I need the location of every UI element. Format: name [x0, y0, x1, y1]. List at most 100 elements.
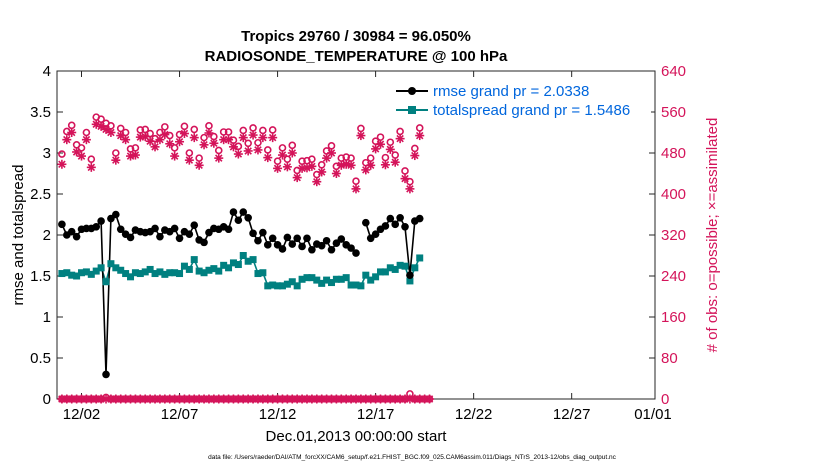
assimilated-obs-point	[111, 155, 121, 165]
rmse-point	[288, 240, 297, 248]
assimilated-obs-point	[106, 128, 116, 137]
x-tick-label: 12/22	[455, 406, 493, 423]
assimilated-obs-point	[248, 130, 258, 140]
asterisk-stroke	[112, 156, 120, 164]
possible-obs-point	[288, 141, 297, 150]
asterisk-stroke	[406, 185, 414, 193]
rmse-point	[283, 233, 292, 242]
rmse-point	[406, 271, 414, 279]
rmse-point	[249, 229, 257, 238]
assimilated-obs-point	[268, 133, 278, 143]
assimilated-obs-point	[121, 135, 131, 145]
possible-obs-point	[161, 123, 169, 131]
y2-tick-label: 160	[661, 309, 686, 326]
assimilated-obs-point	[165, 139, 175, 149]
assimilated-obs-point	[376, 139, 386, 149]
assimilated-obs-point	[126, 151, 136, 161]
spread-point	[68, 271, 76, 279]
rmse-point	[391, 220, 400, 229]
asterisk-stroke	[239, 133, 248, 142]
asterisk-stroke	[161, 130, 169, 139]
asterisk-stroke	[425, 395, 434, 403]
spread-point	[87, 270, 95, 278]
spread-point	[127, 273, 135, 281]
spread-point	[190, 256, 198, 264]
asterisk-stroke	[273, 164, 282, 173]
assimilated-obs-point	[209, 138, 219, 148]
asterisk-stroke	[185, 156, 194, 164]
possible-obs-point	[77, 144, 86, 152]
assimilated-obs-point	[160, 130, 170, 140]
spread-point	[171, 269, 179, 277]
spread-point	[180, 262, 188, 270]
asterisk-stroke	[234, 150, 243, 158]
asterisk-stroke	[347, 161, 355, 170]
y-tick-label: 1	[43, 309, 51, 326]
rmse-point	[396, 213, 404, 222]
spread-point	[411, 264, 419, 272]
y-tick-label: 3	[43, 145, 51, 162]
spread-point	[239, 252, 247, 259]
asterisk-stroke	[352, 185, 360, 193]
asterisk-stroke	[215, 154, 223, 162]
y-tick-label: 1.5	[30, 268, 51, 285]
assimilated-obs-point	[57, 159, 67, 169]
rmse-point	[239, 208, 248, 216]
asterisk-stroke	[102, 125, 110, 134]
asterisk-stroke	[165, 140, 174, 148]
data-marks	[57, 113, 435, 404]
spread-point	[381, 268, 389, 276]
asterisk-stroke	[180, 129, 189, 138]
x-axis-label: Dec.01,2013 00:00:00 start	[266, 428, 448, 445]
assimilated-obs-point	[263, 153, 273, 163]
asterisk-stroke	[82, 135, 91, 144]
rmse-point	[259, 228, 267, 237]
legend: rmse grand pr = 2.0338 totalspread grand…	[391, 78, 651, 122]
spread-point	[249, 256, 257, 264]
spread-point	[205, 266, 213, 274]
rmse-point	[92, 223, 101, 231]
assimilated-obs-point	[170, 151, 180, 161]
footnote: data file: /Users/raeder/DAI/ATM_forcXX/…	[208, 454, 617, 461]
asterisk-stroke	[170, 152, 179, 160]
rmse-point	[386, 214, 395, 223]
possible-obs-point	[415, 124, 424, 132]
asterisk-stroke	[200, 141, 208, 149]
spread-point	[391, 265, 399, 273]
spread-point	[347, 281, 355, 289]
x-tick-label: 12/27	[553, 406, 591, 423]
spread-point	[244, 257, 252, 265]
spread-point	[146, 265, 154, 273]
assimilated-obs-point	[273, 163, 283, 173]
rmse-point	[352, 249, 360, 257]
y2-tick-label: 560	[661, 104, 686, 121]
spread-point	[278, 282, 286, 290]
spread-point	[185, 265, 193, 273]
rmse-point	[308, 245, 316, 254]
rmse-point	[58, 220, 66, 229]
assimilated-obs-point	[184, 155, 194, 165]
spread-point	[357, 282, 365, 290]
assimilated-obs-point	[81, 135, 91, 145]
rmse-point	[268, 234, 277, 243]
assimilated-obs-point	[385, 144, 395, 154]
rmse-point	[175, 234, 184, 243]
legend-rmse-marker	[408, 87, 416, 95]
y-axis-label: rmse and totalspread	[10, 165, 27, 306]
asterisk-stroke	[92, 120, 100, 129]
asterisk-stroke	[195, 161, 203, 170]
y2-tick-label: 0	[661, 391, 669, 408]
spread-point	[323, 276, 331, 284]
assimilated-obs-point	[224, 135, 234, 145]
assimilated-obs-point	[380, 160, 390, 170]
possible-obs-point	[219, 128, 228, 136]
assimilated-obs-point	[214, 153, 224, 163]
spread-point	[73, 272, 81, 280]
possible-obs-point	[224, 128, 233, 136]
asterisk-stroke	[72, 148, 81, 156]
rmse-point	[97, 217, 105, 225]
legend-spread-marker	[408, 106, 416, 114]
legend-box	[391, 78, 651, 122]
possible-obs-point	[371, 137, 380, 146]
asterisk-stroke	[376, 140, 385, 149]
